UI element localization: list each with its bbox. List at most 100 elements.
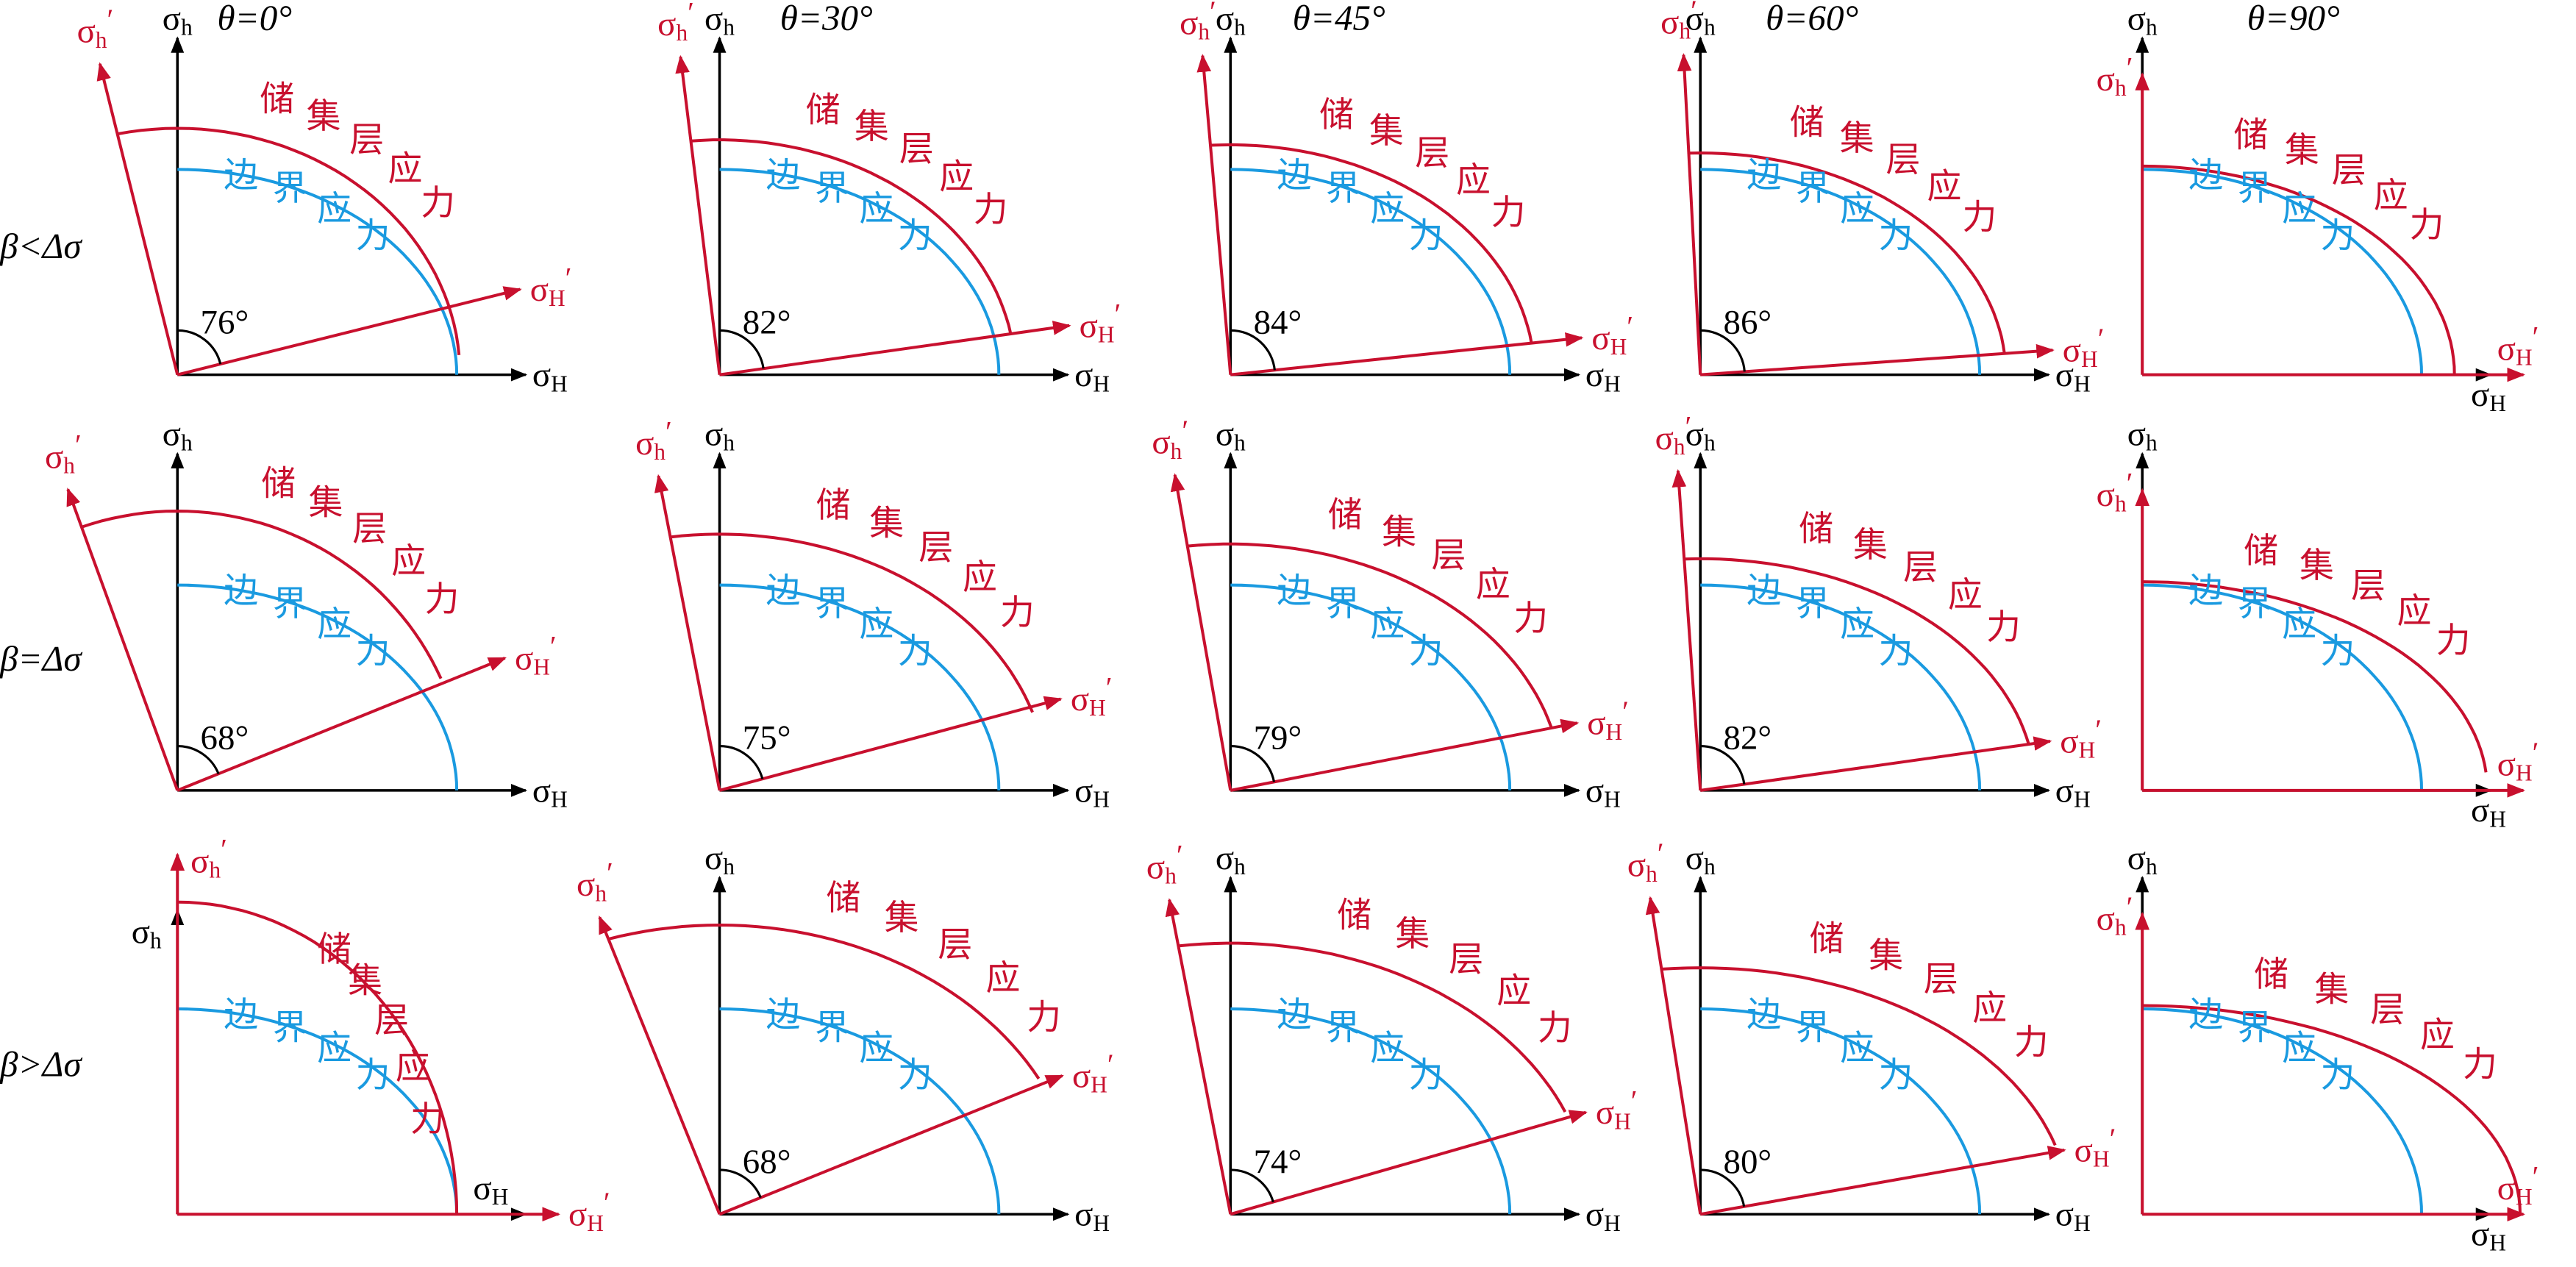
reservoir-arc bbox=[607, 924, 1041, 1080]
prime: ′ bbox=[1210, 0, 1216, 28]
subscript: H bbox=[1091, 1072, 1107, 1098]
subscript: h bbox=[150, 928, 162, 954]
column-header: θ=90° bbox=[2247, 0, 2340, 38]
symbol: σ bbox=[657, 5, 676, 43]
boundary-stress-label: 边界应力 bbox=[766, 157, 932, 256]
axis-label: σH′ bbox=[1080, 298, 1121, 348]
subscript: H bbox=[551, 787, 568, 813]
symbol: σ bbox=[1071, 680, 1089, 718]
axis-label: σH bbox=[2471, 376, 2506, 417]
prime: ′ bbox=[1627, 310, 1633, 343]
reservoir-arc bbox=[1178, 941, 1567, 1113]
reservoir-arc bbox=[1684, 557, 2030, 745]
boundary-arc bbox=[1700, 583, 1982, 790]
axis-label: σh′ bbox=[1180, 0, 1216, 45]
prime: ′ bbox=[1107, 1048, 1114, 1081]
boundary-arc bbox=[2142, 583, 2424, 790]
subscript: h bbox=[723, 854, 735, 879]
subscript: h bbox=[209, 857, 221, 883]
subscript: H bbox=[2074, 787, 2091, 813]
axis-x-rotated bbox=[1230, 718, 1580, 792]
axis-label: σh bbox=[704, 415, 735, 456]
subscript: h bbox=[1674, 434, 1685, 460]
prime: ′ bbox=[2095, 713, 2102, 746]
symbol: σ bbox=[1080, 307, 1098, 345]
subscript: H bbox=[2489, 390, 2506, 416]
prime: ′ bbox=[2533, 1160, 2539, 1193]
symbol: σ bbox=[530, 271, 549, 309]
symbol: σ bbox=[1655, 419, 1674, 457]
angle-label: 68° bbox=[201, 719, 249, 757]
symbol: σ bbox=[2127, 839, 2146, 877]
angle-arc bbox=[177, 744, 220, 774]
symbol: σ bbox=[2097, 476, 2115, 514]
axis-x-rotated bbox=[718, 696, 1063, 792]
symbol: σ bbox=[2074, 1131, 2093, 1169]
axis-label: σH bbox=[2471, 791, 2506, 832]
symbol: σ bbox=[704, 839, 723, 877]
prime: ′ bbox=[1631, 1085, 1638, 1118]
subscript: h bbox=[1165, 863, 1177, 889]
angle-arc bbox=[719, 329, 765, 369]
symbol: σ bbox=[532, 771, 551, 810]
boundary-arc bbox=[2142, 1007, 2424, 1215]
subscript: h bbox=[676, 20, 688, 46]
symbol: σ bbox=[1146, 848, 1165, 886]
axis-x-rotated bbox=[1230, 1110, 1588, 1216]
boundary-arc bbox=[177, 1007, 459, 1215]
prime: ′ bbox=[1114, 298, 1121, 331]
axis-x-rotated bbox=[1699, 736, 2052, 792]
subscript: H bbox=[2516, 760, 2533, 786]
axis-label: σh′ bbox=[657, 0, 694, 46]
subscript: h bbox=[181, 15, 193, 40]
axis-y-rotated bbox=[1671, 468, 1702, 790]
axis-label: σh′ bbox=[1152, 414, 1188, 464]
axis-label: σH bbox=[1074, 356, 1110, 397]
boundary-stress-label: 边界应力 bbox=[1747, 996, 1913, 1095]
reservoir-arc bbox=[81, 510, 443, 679]
symbol: σ bbox=[2471, 1215, 2489, 1253]
axis-label: σh bbox=[704, 839, 735, 880]
prime: ′ bbox=[1622, 695, 1629, 728]
prime: ′ bbox=[2127, 891, 2133, 924]
reservoir-arc bbox=[117, 126, 461, 356]
angle-arc bbox=[1230, 744, 1276, 782]
angle-label: 80° bbox=[1724, 1143, 1772, 1181]
symbol: σ bbox=[163, 415, 181, 453]
axis-label: σh bbox=[2127, 0, 2158, 40]
symbol: σ bbox=[1685, 415, 1704, 453]
axis-label: σH′ bbox=[1071, 671, 1113, 721]
axis-label: σh′ bbox=[577, 857, 613, 907]
axis-label: σh′ bbox=[77, 3, 114, 53]
subscript: H bbox=[2516, 1184, 2533, 1210]
axis-label: σH′ bbox=[2497, 736, 2539, 786]
subscript: h bbox=[1646, 861, 1658, 887]
axis-x-rotated bbox=[176, 286, 522, 376]
axis-label: σH bbox=[2471, 1215, 2506, 1256]
reservoir-arc bbox=[670, 532, 1034, 713]
axis-label: σh bbox=[163, 0, 193, 40]
subscript: H bbox=[2489, 806, 2506, 832]
reservoir-arc bbox=[1661, 966, 2057, 1146]
angle-label: 82° bbox=[743, 303, 791, 341]
prime: ′ bbox=[1177, 839, 1183, 872]
axis-label: σH′ bbox=[2063, 322, 2105, 372]
subscript: h bbox=[1234, 854, 1246, 879]
subscript: H bbox=[2093, 1146, 2110, 1172]
prime: ′ bbox=[221, 833, 227, 866]
symbol: σ bbox=[577, 866, 595, 904]
subscript: H bbox=[1093, 371, 1110, 396]
axis-label: σh bbox=[704, 0, 735, 40]
prime: ′ bbox=[2110, 1122, 2116, 1155]
axis-label: σH′ bbox=[530, 261, 572, 311]
subscript: H bbox=[1614, 1108, 1631, 1134]
subscript: h bbox=[2146, 15, 2158, 40]
symbol: σ bbox=[1585, 1195, 1604, 1233]
symbol: σ bbox=[190, 842, 209, 880]
axis-x-rotated bbox=[176, 657, 507, 792]
angle-arc bbox=[719, 744, 764, 779]
prime: ′ bbox=[107, 3, 114, 36]
symbol: σ bbox=[1627, 846, 1646, 885]
boundary-stress-label: 边界应力 bbox=[766, 572, 932, 671]
subscript: H bbox=[2081, 346, 2098, 372]
